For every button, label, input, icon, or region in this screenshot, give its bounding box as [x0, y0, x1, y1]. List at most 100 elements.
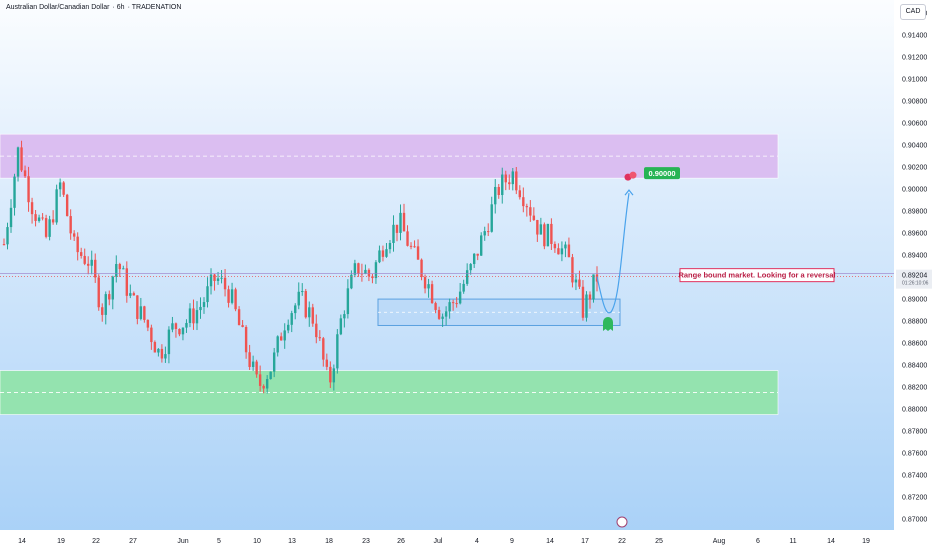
candle-body: [65, 194, 69, 217]
zones-layer: [0, 133, 779, 415]
candle-body: [220, 277, 223, 279]
candle-body: [272, 352, 276, 372]
time-axis-background: [0, 530, 932, 550]
time-tick-label: 17: [581, 538, 589, 545]
price-tick-label: 0.89800: [902, 209, 927, 216]
candle-body: [101, 307, 104, 315]
candle-body: [41, 217, 44, 219]
price-tick-label: 0.88000: [902, 407, 927, 414]
candle-body: [571, 257, 574, 283]
candle-body: [262, 385, 265, 389]
candle-body: [416, 246, 420, 260]
candle-body: [420, 259, 423, 278]
candle-body: [469, 264, 472, 271]
candle-body: [287, 324, 290, 331]
time-tick-label: 14: [827, 538, 835, 545]
candle-body: [364, 269, 367, 274]
candle-body: [199, 306, 202, 311]
candle-body: [241, 325, 244, 327]
price-tick-label: 0.90200: [902, 165, 927, 172]
event-icon: [616, 516, 628, 528]
candle-body: [480, 235, 483, 256]
candle-body: [79, 252, 83, 256]
candle-body: [434, 303, 437, 310]
candle-body: [23, 170, 27, 177]
candles-layer: [2, 140, 599, 394]
candle-body: [20, 147, 23, 171]
candle-body: [178, 329, 181, 335]
interval-label: 6h: [116, 4, 125, 11]
price-tag-box: [896, 269, 932, 289]
candle-body: [2, 244, 6, 246]
time-tick-label: 22: [618, 538, 626, 545]
time-tick-label: 9: [510, 538, 514, 545]
candle-body: [448, 302, 451, 312]
candle-body: [494, 186, 497, 205]
candle-body: [51, 219, 55, 223]
candle-body: [213, 274, 216, 281]
ghost-icon: [603, 317, 613, 331]
time-tick-label: 23: [362, 538, 370, 545]
candle-body: [255, 361, 258, 375]
range-note: Range bound market. Looking for a revers…: [678, 271, 835, 280]
price-tag-value: 0.89204: [902, 273, 927, 280]
candle-body: [195, 310, 199, 324]
time-tick-label: 10: [253, 538, 261, 545]
candle-body: [290, 313, 293, 325]
candle-body: [136, 295, 139, 319]
candle-body: [318, 337, 321, 339]
candle-body: [202, 302, 206, 307]
candle-body: [343, 314, 346, 319]
candle-body: [111, 276, 114, 300]
candle-body: [423, 277, 427, 289]
candle-body: [248, 352, 251, 367]
price-tick-label: 0.90600: [902, 121, 927, 128]
candle-body: [518, 190, 522, 198]
candle-body: [48, 219, 51, 237]
time-tick-label: 13: [288, 538, 296, 545]
candle-body: [185, 322, 188, 328]
candle-body: [83, 255, 86, 264]
price-tick-label: 0.91000: [902, 77, 927, 84]
candle-body: [437, 309, 441, 319]
time-tick-label: Jun: [177, 538, 188, 545]
candle-body: [251, 361, 255, 367]
time-tick-label: 19: [57, 538, 65, 545]
time-tick-label: 6: [756, 538, 760, 545]
price-tick-label: 0.89000: [902, 297, 927, 304]
candle-body: [9, 207, 13, 228]
exchange-label: TRADENATION: [131, 4, 182, 11]
candle-body: [294, 305, 297, 314]
price-tick-label: 0.88800: [902, 319, 927, 326]
target-cherry-icon-2: [629, 171, 637, 179]
price-tick-label: 0.87000: [902, 517, 927, 524]
candle-body: [567, 244, 571, 258]
currency-badge[interactable]: CAD: [900, 4, 926, 20]
candle-body: [143, 306, 146, 320]
candle-body: [301, 291, 304, 293]
range-note-box: [679, 268, 835, 283]
candle-body: [508, 182, 511, 185]
candle-body: [427, 284, 430, 289]
candle-body: [171, 323, 174, 330]
candle-body: [55, 189, 58, 223]
candle-body: [357, 263, 360, 274]
candle-body: [395, 224, 399, 233]
candle-body: [129, 293, 132, 296]
candle-body: [409, 245, 413, 247]
candle-body: [16, 147, 20, 177]
candle-body: [374, 262, 378, 279]
candle-body: [62, 182, 65, 195]
time-tick-label: 22: [92, 538, 100, 545]
candle-body: [244, 326, 248, 353]
candle-body: [371, 276, 374, 279]
target-label-box: [644, 167, 680, 180]
candle-body: [311, 307, 314, 324]
candle-body: [550, 223, 553, 244]
candle-body: [223, 277, 227, 290]
candle-body: [30, 202, 34, 215]
candle-body: [87, 263, 90, 266]
candle-body: [490, 204, 493, 232]
